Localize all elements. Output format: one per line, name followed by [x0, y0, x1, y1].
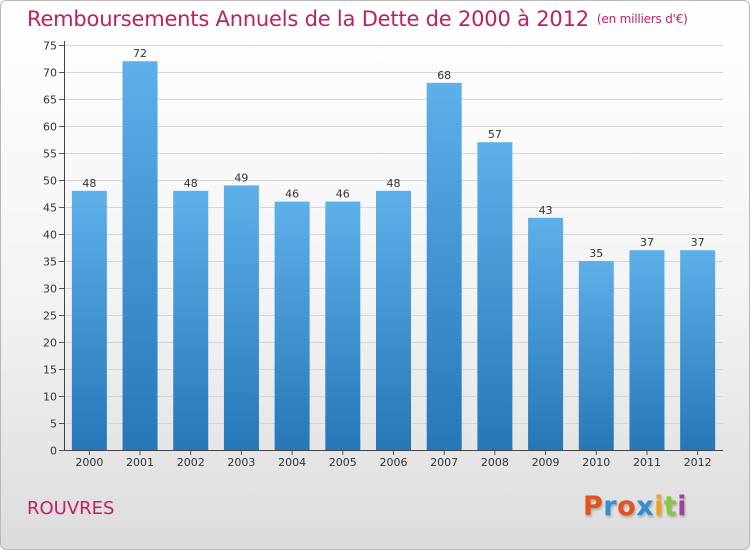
bar-value-label: 46: [336, 188, 350, 201]
x-tick-label: 2005: [329, 456, 357, 469]
bar: [426, 82, 462, 451]
place-name: ROUVRES: [27, 498, 115, 519]
x-tick-label: 2006: [380, 456, 408, 469]
bar: [528, 217, 564, 450]
x-tick-label: 2008: [481, 456, 509, 469]
bar: [578, 261, 614, 450]
bar-value-label: 72: [133, 47, 147, 60]
x-tick-label: 2012: [684, 456, 712, 469]
bar-value-label: 43: [539, 204, 553, 217]
bar-value-label: 46: [285, 188, 299, 201]
bar: [325, 201, 361, 450]
x-tick-label: 2004: [278, 456, 306, 469]
y-tick-label: 35: [43, 256, 57, 269]
y-tick-label: 60: [43, 121, 57, 134]
x-tick-label: 2002: [177, 456, 205, 469]
y-tick-label: 10: [43, 391, 57, 404]
y-tick-label: 45: [43, 202, 57, 215]
y-tick-label: 75: [43, 40, 57, 53]
y-tick-label: 15: [43, 364, 57, 377]
bar: [223, 185, 259, 450]
proxiti-logo: Proxiti: [583, 491, 688, 522]
chart-title-text: Remboursements Annuels de la Dette de 20…: [27, 7, 589, 31]
y-tick-label: 55: [43, 148, 57, 161]
x-tick-label: 2009: [532, 456, 560, 469]
axes: 0 5 10 15 20 25 30 35 40 45 50 55 60 65 70 75 2000 2001 20…: [43, 40, 723, 469]
bar-value-label: 48: [82, 177, 96, 190]
bar: [122, 61, 158, 450]
y-tick-label: 5: [50, 418, 57, 431]
bar: [376, 190, 411, 451]
bars: 48 72 48 49 46 46 48 68 57 43 35 37 37: [71, 47, 716, 451]
y-tick-label: 40: [43, 229, 57, 242]
chart-title: Remboursements Annuels de la Dette de 20…: [27, 7, 688, 31]
bar-chart: 48 72 48 49 46 46 48 68 57 43 35 37 37 0 5 10 15 20 25 30 3…: [43, 40, 723, 469]
y-tick-label: 50: [43, 175, 57, 188]
x-tick-label: 2010: [582, 456, 610, 469]
bar-value-label: 37: [640, 236, 654, 249]
y-tick-label: 30: [43, 283, 57, 296]
x-tick-label: 2011: [633, 456, 661, 469]
bar: [274, 201, 310, 450]
y-tick-label: 20: [43, 337, 57, 350]
y-tick-label: 65: [43, 94, 57, 107]
y-tick-label: 70: [43, 67, 57, 80]
x-tick-label: 2001: [126, 456, 154, 469]
x-tick-label: 2007: [430, 456, 458, 469]
bar: [173, 190, 209, 451]
bar: [680, 250, 716, 450]
bar-value-label: 48: [387, 177, 401, 190]
bar-value-label: 49: [234, 171, 248, 184]
bar-value-label: 35: [589, 247, 603, 260]
bar: [71, 190, 107, 451]
bar-value-label: 48: [184, 177, 198, 190]
y-tick-label: 25: [43, 310, 57, 323]
bar-value-label: 57: [488, 128, 502, 141]
x-tick-label: 2003: [227, 456, 255, 469]
y-tick-label: 0: [50, 445, 57, 458]
bar-value-label: 68: [437, 69, 451, 82]
bar: [477, 142, 513, 450]
bar-value-label: 37: [691, 236, 705, 249]
chart-subtitle: (en milliers d'€): [596, 12, 688, 26]
x-tick-label: 2000: [75, 456, 103, 469]
bar: [629, 250, 665, 450]
